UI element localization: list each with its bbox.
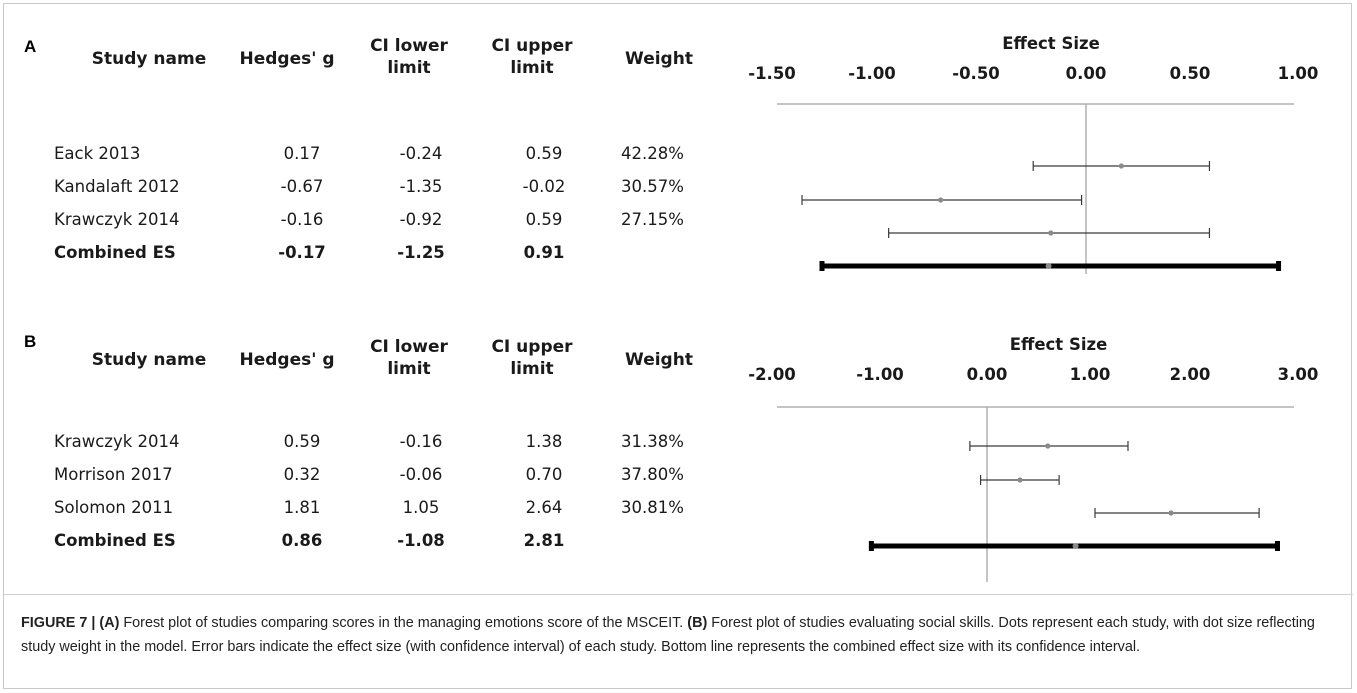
- panel-a-tick-label: 0.50: [1170, 64, 1211, 83]
- header-weight-b: Weight: [625, 350, 693, 370]
- panel-b-tick-label: 2.00: [1170, 365, 1211, 384]
- row-a2-upper: 0.59: [525, 210, 563, 229]
- panel-a-tick-label: -0.50: [952, 64, 1000, 83]
- row-a1-study: Kandalaft 2012: [54, 177, 180, 196]
- row-a0-study: Eack 2013: [54, 144, 141, 163]
- row-b0-upper: 1.38: [525, 432, 563, 451]
- row-b1-study: Morrison 2017: [54, 465, 173, 484]
- row-b2-upper: 2.64: [525, 498, 563, 517]
- caption-b-label: (B): [687, 615, 708, 631]
- row-b1-upper: 0.70: [525, 465, 563, 484]
- header-hedges-g: Hedges' g: [239, 49, 335, 69]
- panel-b-tick-label: 1.00: [1070, 365, 1111, 384]
- row-a1-upper: -0.02: [522, 177, 566, 196]
- row-b1-weight: 37.80%: [621, 465, 684, 484]
- row-a2-lower: -0.92: [399, 210, 443, 229]
- header-ci-lower-b-line2: limit: [387, 359, 431, 379]
- header-ci-upper-b: CI upper limit: [477, 336, 587, 380]
- panel-b-combined-dot: [1072, 543, 1079, 549]
- row-a0-upper: 0.59: [525, 144, 563, 163]
- panel-a-tick-label: -1.50: [748, 64, 796, 83]
- header-study-name-b: Study name: [91, 350, 207, 370]
- row-a2-study: Krawczyk 2014: [54, 210, 180, 229]
- row-b1-g: 0.32: [283, 465, 321, 484]
- panel-b: B Study name Hedges' g CI lower limit CI…: [4, 304, 1353, 594]
- row-b2-g: 1.81: [283, 498, 321, 517]
- row-b-combined-study: Combined ES: [54, 531, 176, 550]
- panel-b-axis-title: Effect Size: [1010, 335, 1108, 354]
- panel-a-axis-title: Effect Size: [1002, 34, 1100, 53]
- row-a1-g: -0.67: [280, 177, 324, 196]
- row-a1-weight: 30.57%: [621, 177, 684, 196]
- caption-a-text: Forest plot of studies comparing scores …: [119, 615, 688, 631]
- panel-a-tick-label: 0.00: [1066, 64, 1107, 83]
- header-ci-lower-b: CI lower limit: [354, 336, 464, 380]
- forest-plot-a: Effect Size -1.50 -1.00 -0.50 0.00 0.50 1.00: [748, 34, 1319, 274]
- header-study-name: Study name: [91, 49, 207, 69]
- row-a1-lower: -1.35: [399, 177, 443, 196]
- panel-letter-a: A: [24, 37, 37, 56]
- row-a2-weight: 27.15%: [621, 210, 684, 229]
- panel-b-tick-label: -1.00: [856, 365, 904, 384]
- figure-frame: A Study name Hedges' g CI lower limit CI…: [3, 3, 1353, 689]
- panel-b-effect-dot: [1045, 443, 1051, 449]
- header-ci-upper-b-line1: CI upper: [491, 337, 573, 357]
- panel-a-combined-cap-lower: [819, 261, 825, 271]
- row-b2-study: Solomon 2011: [54, 498, 174, 517]
- row-a-combined-study: Combined ES: [54, 243, 176, 262]
- forest-plot-b: Effect Size -2.00 -1.00 0.00 1.00 2.00 3.00: [748, 335, 1319, 582]
- header-ci-lower-line1: CI lower: [370, 36, 448, 56]
- panel-b-combined-cap-lower: [868, 541, 874, 551]
- panel-b-tick-label: -2.00: [748, 365, 796, 384]
- caption-divider: [4, 594, 1353, 595]
- panel-b-effect-dot: [1168, 510, 1174, 516]
- panel-a-combined-dot: [1045, 263, 1052, 269]
- panel-a-tick-label: 1.00: [1278, 64, 1319, 83]
- row-b2-lower: 1.05: [402, 498, 440, 517]
- header-ci-upper: CI upper limit: [477, 35, 587, 79]
- panel-a-effect-dot: [1118, 163, 1124, 169]
- row-a2-g: -0.16: [280, 210, 324, 229]
- row-b1-lower: -0.06: [399, 465, 443, 484]
- header-hedges-g-b: Hedges' g: [239, 350, 335, 370]
- row-a-combined-upper: 0.91: [523, 243, 565, 262]
- panel-letter-b: B: [24, 332, 37, 351]
- panel-b-tick-label: 0.00: [967, 365, 1008, 384]
- row-b-combined-lower: -1.08: [397, 531, 445, 550]
- row-a-combined-g: -0.17: [278, 243, 326, 262]
- row-b0-lower: -0.16: [399, 432, 443, 451]
- figure-caption: FIGURE 7 | (A) Forest plot of studies co…: [21, 611, 1341, 659]
- row-b0-weight: 31.38%: [621, 432, 684, 451]
- row-a0-g: 0.17: [283, 144, 321, 163]
- header-ci-lower-b-line1: CI lower: [370, 337, 448, 357]
- caption-figure-label: FIGURE 7 |: [21, 615, 96, 631]
- panel-b-tick-label: 3.00: [1278, 365, 1319, 384]
- row-b-combined-upper: 2.81: [523, 531, 565, 550]
- panel-b-effect-dot: [1017, 477, 1023, 483]
- header-ci-upper-line1: CI upper: [491, 36, 573, 56]
- panel-a-combined-cap-upper: [1276, 261, 1282, 271]
- row-a0-weight: 42.28%: [621, 144, 684, 163]
- row-b2-weight: 30.81%: [621, 498, 684, 517]
- panel-b-combined-cap-upper: [1274, 541, 1280, 551]
- caption-a-label: (A): [99, 615, 120, 631]
- row-a-combined-lower: -1.25: [397, 243, 445, 262]
- caption-b-text: Forest plot of studies evaluating social…: [21, 615, 1315, 655]
- row-b-combined-g: 0.86: [281, 531, 323, 550]
- row-a0-lower: -0.24: [399, 144, 443, 163]
- header-ci-upper-line2: limit: [510, 58, 554, 78]
- header-ci-lower: CI lower limit: [354, 35, 464, 79]
- row-b0-study: Krawczyk 2014: [54, 432, 180, 451]
- panel-a-tick-label: -1.00: [848, 64, 896, 83]
- row-b0-g: 0.59: [283, 432, 321, 451]
- panel-a-effect-dot: [1048, 230, 1054, 236]
- header-ci-upper-b-line2: limit: [510, 359, 554, 379]
- panel-a: A Study name Hedges' g CI lower limit CI…: [4, 4, 1353, 294]
- panel-a-effect-dot: [938, 197, 944, 203]
- header-weight: Weight: [625, 49, 693, 69]
- header-ci-lower-line2: limit: [387, 58, 431, 78]
